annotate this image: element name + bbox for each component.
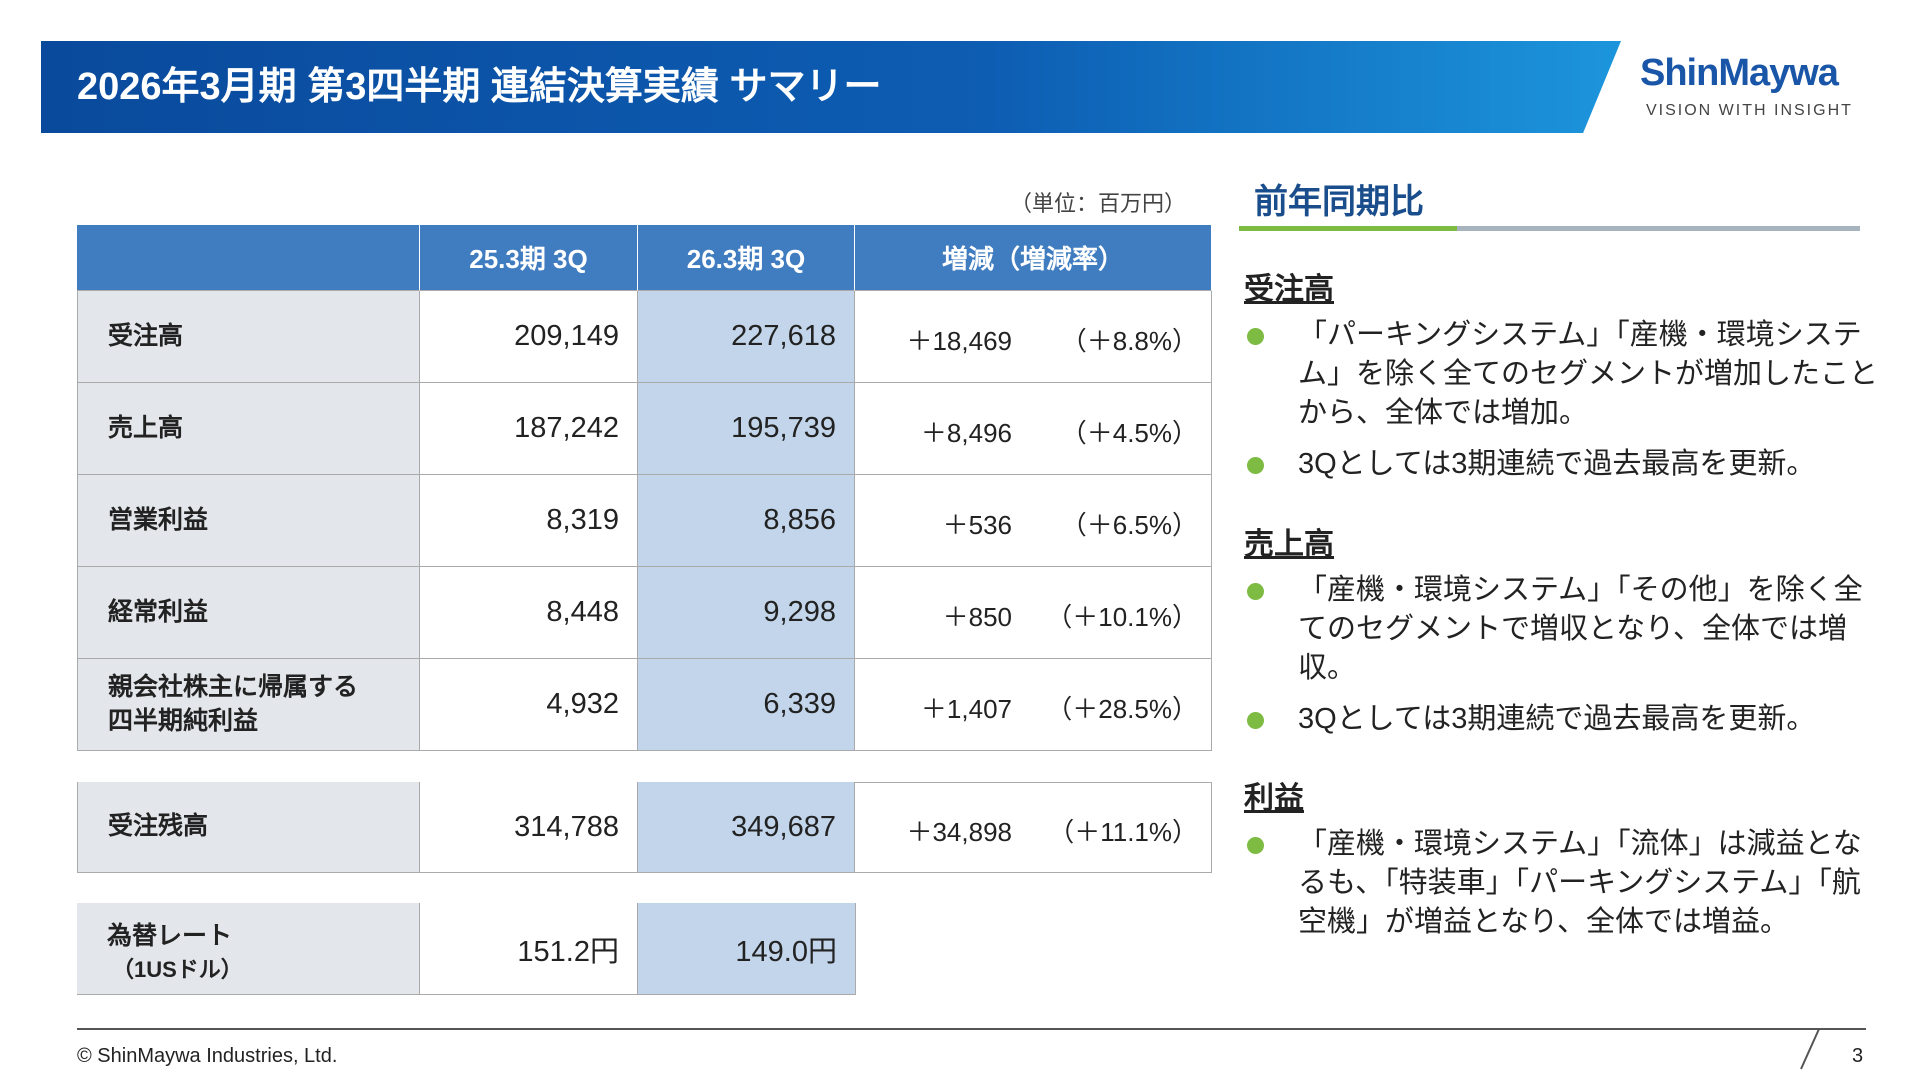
row-label: 営業利益 [77, 475, 420, 567]
bullet-text: 「産機・環境システム」「その他」を除く全てのセグメントで増収となり、全体では増収… [1298, 574, 1863, 684]
current-value: 349,687 [638, 782, 855, 873]
page-number: 3 [1852, 1045, 1864, 1067]
change-rate: （＋28.5%） [1046, 694, 1198, 724]
header-bar [41, 41, 1621, 133]
bullet-text: 「産機・環境システム」「流体」は減益となるも、「特装車」「パーキングシステム」「… [1298, 828, 1862, 938]
tagline: VISION WITH INSIGHT [1646, 102, 1853, 119]
current-value: 195,739 [638, 383, 855, 475]
column-header: 26.3期 3Q [638, 225, 855, 291]
change-value: ＋8,496 [920, 418, 1012, 448]
row-label: 親会社株主に帰属する 四半期純利益 [77, 659, 420, 751]
change-cell [855, 291, 1212, 383]
change-cell [855, 782, 1212, 873]
change-cell [855, 659, 1212, 751]
bullet-text: 3Qとしては3期連続で過去最高を更新。 [1298, 448, 1816, 480]
fx-cell [77, 903, 420, 995]
unit-note: （単位：百万円） [1010, 191, 1187, 216]
change-cell [855, 383, 1212, 475]
prev-value: 4,932 [420, 659, 638, 751]
bullet-text: 3Qとしては3期連続で過去最高を更新。 [1298, 703, 1816, 735]
row-label: 受注残高 [77, 782, 420, 873]
bullet-dot [1247, 457, 1264, 474]
bullet-dot [1247, 328, 1264, 345]
change-rate: （＋11.1%） [1048, 816, 1198, 847]
change-cell [855, 475, 1212, 567]
logo: ShinMaywa [1640, 52, 1839, 94]
section-heading: 売上高 [1244, 528, 1334, 561]
change-rate: （＋4.5%） [1060, 418, 1198, 448]
footer-rule [77, 1028, 1866, 1030]
change-rate: （＋10.1%） [1046, 602, 1198, 632]
current-value: 9,298 [638, 567, 855, 659]
prev-value: 314,788 [420, 782, 638, 873]
row-label: 受注高 [77, 291, 420, 383]
bullet-text: 「パーキングシステム」「産機・環境システム」を除く全てのセグメントが増加したこと… [1298, 319, 1879, 429]
fx-sublabel: （1USドル） [112, 957, 243, 982]
change-value: ＋536 [942, 510, 1012, 540]
copyright: © ShinMaywa Industries, Ltd. [77, 1045, 338, 1067]
change-rate: （＋8.8%） [1060, 326, 1198, 356]
fx-current: 149.0円 [638, 903, 856, 995]
change-value: ＋34,898 [906, 816, 1012, 847]
change-value: ＋18,469 [906, 326, 1012, 356]
fx-prev: 151.2円 [420, 903, 638, 995]
row-label: 売上高 [77, 383, 420, 475]
bullet-dot [1247, 712, 1264, 729]
current-value: 6,339 [638, 659, 855, 751]
bullet-dot [1247, 837, 1264, 854]
prev-value: 187,242 [420, 383, 638, 475]
section-heading: 利益 [1244, 782, 1304, 815]
bullet-dot [1247, 583, 1264, 600]
rule [1239, 226, 1457, 231]
column-header: 増減（増減率） [855, 225, 1212, 291]
prev-value: 8,319 [420, 475, 638, 567]
change-value: ＋1,407 [920, 694, 1012, 724]
change-cell [855, 567, 1212, 659]
change-rate: （＋6.5%） [1060, 510, 1198, 540]
fx-label: 為替レート [107, 922, 233, 950]
slide-title: 2026年3月期 第3四半期 連結決算実績 サマリー [77, 66, 882, 108]
prev-value: 8,448 [420, 567, 638, 659]
section-heading: 受注高 [1244, 273, 1334, 306]
summary-title: 前年同期比 [1254, 183, 1424, 221]
current-value: 227,618 [638, 291, 855, 383]
slash [1800, 1028, 1820, 1070]
current-value: 8,856 [638, 475, 855, 567]
prev-value: 209,149 [420, 291, 638, 383]
change-value: ＋850 [942, 602, 1012, 632]
column-header: 25.3期 3Q [420, 225, 638, 291]
header-cell [77, 225, 420, 291]
rule [1457, 226, 1860, 231]
row-label: 経常利益 [77, 567, 420, 659]
